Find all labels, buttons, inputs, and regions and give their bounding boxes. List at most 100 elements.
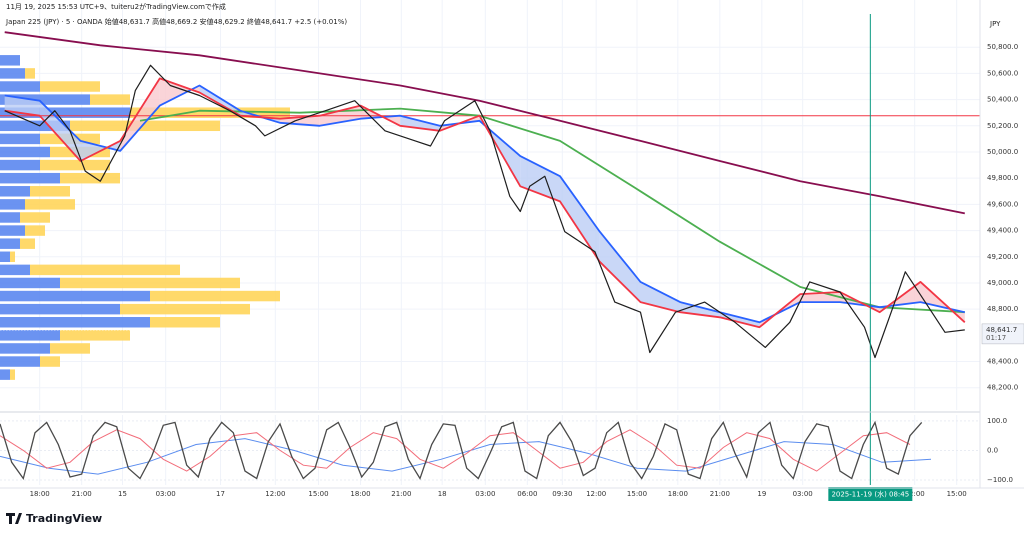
profile-bar-yellow — [30, 264, 180, 276]
cloud-segment — [4, 95, 40, 116]
volume-profile — [0, 55, 290, 380]
x-tick-label: 12:00 — [586, 490, 606, 498]
cloud-segment — [680, 302, 720, 318]
x-tick-label: 21:00 — [710, 490, 730, 498]
brand: TradingView — [26, 512, 102, 525]
x-tick-label: 09:30 — [552, 490, 572, 498]
y-tick-label: 49,400.0 — [987, 227, 1018, 235]
profile-bar-yellow — [20, 212, 50, 223]
y-tick-label: 49,600.0 — [987, 200, 1018, 208]
y-tick-label: 49,000.0 — [987, 279, 1018, 287]
profile-bar-blue — [0, 107, 130, 118]
y-tick-label: 50,400.0 — [987, 96, 1018, 104]
x-tick-label: 17 — [216, 490, 225, 498]
profile-bar-yellow — [10, 251, 15, 263]
y-tick-label: 48,200.0 — [987, 384, 1018, 392]
profile-bar-yellow — [70, 120, 220, 132]
x-tick-label: 21:00 — [391, 490, 411, 498]
profile-bar-blue — [0, 133, 40, 145]
profile-bar-blue — [0, 369, 10, 380]
axes: 48,200.0 48,400.0 48,800.0 49,000.0 49,200.0… — [0, 14, 1024, 501]
cloud-segment — [120, 78, 160, 151]
x-tick-label: 15:00 — [947, 490, 967, 498]
profile-bar-blue — [0, 199, 25, 210]
profile-bar-blue — [0, 264, 30, 276]
cloud-segment — [599, 231, 641, 303]
profile-bar-yellow — [25, 68, 35, 79]
subtitle: 11月 19, 2025 15:53 UTC+9、tuiteru2がTradin… — [6, 2, 226, 11]
plot — [0, 31, 980, 359]
profile-bar-blue — [0, 225, 25, 236]
profile-bar-yellow — [20, 238, 35, 249]
x-tick-label: 12:00 — [905, 490, 925, 498]
profile-bar-yellow — [60, 330, 130, 341]
x-tick-label: 18:00 — [350, 490, 370, 498]
osc-tick-label: 0.0 — [987, 446, 998, 454]
price-line — [4, 64, 965, 359]
profile-bar-yellow — [150, 290, 280, 302]
profile-bar-yellow — [90, 94, 130, 105]
chart-title: Japan 225 (JPY) · 5 · OANDA 始値48,631.7 高… — [5, 17, 347, 26]
cloud-segment — [840, 291, 880, 313]
profile-bar-blue — [0, 172, 60, 184]
profile-bar-blue — [0, 356, 40, 367]
profile-bar-yellow — [25, 225, 45, 236]
x-tick-label: 03:00 — [475, 490, 495, 498]
cursor-label: 2025-11-19 (水) 08:45 — [831, 490, 909, 499]
x-tick-label: 15:00 — [308, 490, 328, 498]
x-tick-label: 18 — [438, 490, 447, 498]
profile-bar-blue — [0, 343, 50, 354]
profile-bar-yellow — [25, 199, 75, 210]
profile-bar-yellow — [60, 277, 240, 289]
x-tick-label: 12:00 — [265, 490, 285, 498]
profile-bar-blue — [0, 120, 70, 132]
profile-bar-yellow — [40, 159, 110, 171]
cursor-label-box — [828, 487, 913, 501]
y-tick-label: 48,400.0 — [987, 358, 1018, 366]
profile-bar-blue — [0, 55, 20, 66]
y-tick-label: 50,800.0 — [987, 43, 1018, 51]
indicator-line — [4, 77, 966, 329]
profile-bar-blue — [0, 317, 150, 328]
oscillator-panel — [0, 420, 932, 481]
x-tick-label: 21:00 — [72, 490, 92, 498]
profile-bar-yellow — [40, 356, 60, 367]
indicator-line — [4, 31, 965, 215]
cloud-segment — [199, 85, 241, 116]
y-tick-label: 48,800.0 — [987, 305, 1018, 313]
profile-bar-blue — [0, 81, 40, 92]
profile-bar-yellow — [50, 343, 90, 354]
profile-bar-blue — [0, 212, 20, 223]
profile-bar-blue — [0, 159, 40, 171]
x-tick-label: 15 — [118, 490, 127, 498]
profile-bar-blue — [0, 238, 20, 249]
cloud-segment — [560, 176, 600, 262]
profile-bar-blue — [0, 186, 30, 197]
y-tick-label: 50,200.0 — [987, 122, 1018, 130]
last-price-box — [981, 323, 1024, 345]
x-tick-label: 03:00 — [793, 490, 813, 498]
osc-tick-label: −100.0 — [987, 476, 1013, 484]
x-tick-label: 18:00 — [30, 490, 50, 498]
currency: JPY — [989, 20, 1001, 28]
oscillator-line — [0, 429, 911, 472]
profile-bar-yellow — [150, 317, 220, 328]
x-tick-label: 15:00 — [627, 490, 647, 498]
osc-tick-label: 100.0 — [987, 417, 1007, 425]
profile-bar-blue — [0, 303, 120, 315]
profile-bar-blue — [0, 68, 25, 79]
y-tick-label: 49,800.0 — [987, 174, 1018, 182]
profile-bar-blue — [0, 94, 90, 105]
profile-bar-yellow — [60, 172, 120, 184]
profile-bar-yellow — [130, 107, 290, 118]
cloud-segment — [640, 281, 681, 313]
logo-icon — [6, 513, 22, 524]
x-tick-label: 03:00 — [156, 490, 176, 498]
y-tick-label: 50,000.0 — [987, 148, 1018, 156]
profile-bar-blue — [0, 251, 10, 263]
profile-bar-yellow — [40, 81, 100, 92]
profile-bar-blue — [0, 290, 150, 302]
y-tick-label: 49,200.0 — [987, 253, 1018, 261]
